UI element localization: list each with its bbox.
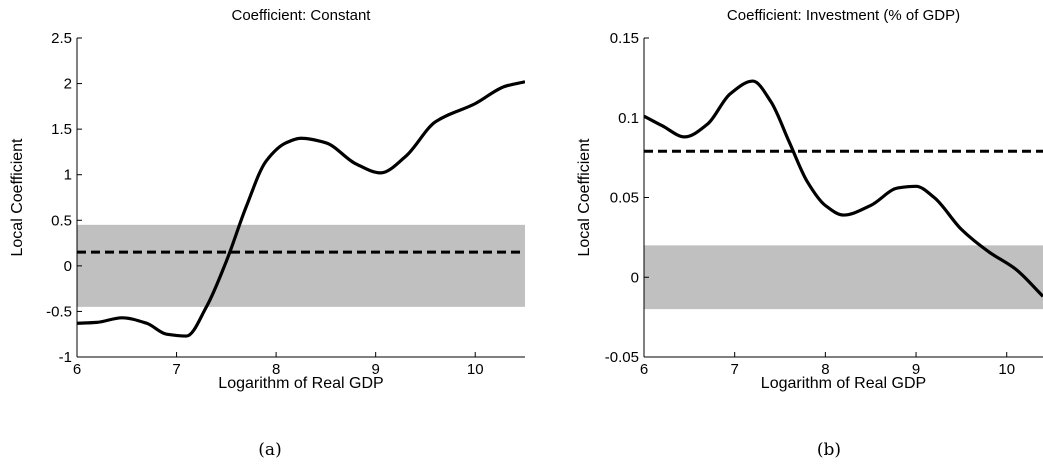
plot-area: 6 7 8 9 10 -0.05 0 0.05 0.1 0.15 [605, 30, 1043, 378]
x-tick-label: 9 [371, 361, 379, 378]
plot-area: 6 7 8 9 10 -1 -0.5 0 0.5 1 1.5 2 2.5 [46, 30, 525, 378]
chart-title: Coefficient: Investment (% of GDP) [727, 7, 960, 24]
series-line [644, 79, 1043, 298]
y-tick-label: 0.05 [610, 190, 639, 207]
figure-caption: (b) [817, 440, 841, 460]
y-tick-label: 2 [64, 76, 72, 93]
x-tick-label: 8 [821, 361, 829, 378]
y-tick-label: -1 [59, 349, 72, 366]
x-tick-label: 8 [272, 361, 280, 378]
chart-panel-a: Coefficient: Constant 6 7 8 9 10 -1 -0.5 0 0.5 1 1… [9, 7, 525, 460]
y-tick-label: 0 [64, 258, 72, 275]
y-axis-label: Local Coefficient [576, 138, 593, 257]
x-tick-label: 9 [912, 361, 920, 378]
x-tick-label: 6 [640, 361, 648, 378]
x-tick-label: 7 [172, 361, 180, 378]
confidence-band [77, 224, 525, 307]
y-tick-label: 1 [64, 167, 72, 184]
y-tick-label: 2.5 [51, 30, 72, 47]
y-tick-label: -0.05 [605, 349, 639, 366]
y-tick-label: 1.5 [51, 121, 72, 138]
chart-panel-b: Coefficient: Investment (% of GDP) 6 7 8 9 1… [576, 7, 1043, 460]
x-tick-label: 7 [731, 361, 739, 378]
y-tick-label: -0.5 [46, 303, 72, 320]
confidence-band [644, 245, 1043, 310]
y-tick-label: 0.1 [618, 110, 639, 127]
figure-caption: (a) [258, 440, 281, 460]
x-tick-label: 10 [467, 361, 484, 378]
series-line [77, 80, 525, 338]
y-tick-label: 0.15 [610, 30, 639, 47]
y-tick-label: 0.5 [51, 212, 72, 229]
x-tick-label: 10 [998, 361, 1015, 378]
x-tick-label: 6 [73, 361, 81, 378]
y-tick-label: 0 [631, 269, 639, 286]
x-axis-label: Logarithm of Real GDP [761, 375, 926, 392]
chart-title: Coefficient: Constant [232, 7, 372, 24]
x-axis-label: Logarithm of Real GDP [218, 375, 383, 392]
y-axis-label: Local Coefficient [9, 138, 26, 257]
